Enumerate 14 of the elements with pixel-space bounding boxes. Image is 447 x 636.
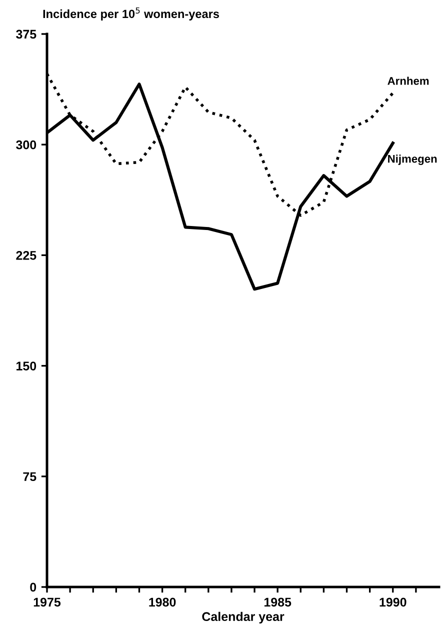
x-tick-label: 1985 <box>264 598 292 607</box>
y-tick-label: 225 <box>16 251 36 260</box>
y-tick-label: 75 <box>23 472 36 482</box>
series-label: Nijmegen <box>388 154 437 165</box>
series-label: Arnhem <box>388 76 429 85</box>
x-tick-label: 1980 <box>149 598 176 607</box>
y-tick-label: 150 <box>16 362 36 370</box>
y-tick-label: 300 <box>16 140 36 150</box>
y-tick-label: 375 <box>16 30 36 39</box>
y-tick-label: 0 <box>30 582 36 592</box>
x-tick-label: 1990 <box>380 598 406 607</box>
x-tick-label: 1975 <box>34 598 61 607</box>
y-axis-title: Incidence per 10$^{5}$ women-years <box>43 7 219 20</box>
x-axis-title: Calendar year <box>202 612 284 624</box>
